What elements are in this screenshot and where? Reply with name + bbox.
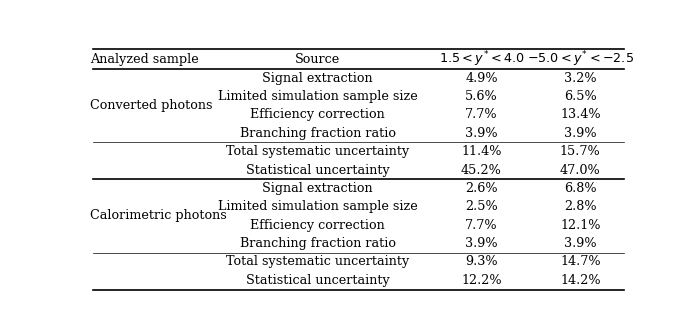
Text: Branching fraction ratio: Branching fraction ratio xyxy=(240,127,396,140)
Text: 13.4%: 13.4% xyxy=(560,109,600,121)
Text: 9.3%: 9.3% xyxy=(465,255,498,268)
Text: Analyzed sample: Analyzed sample xyxy=(90,53,199,66)
Text: Statistical uncertainty: Statistical uncertainty xyxy=(246,164,389,177)
Text: 7.7%: 7.7% xyxy=(465,109,498,121)
Text: Source: Source xyxy=(295,53,340,66)
Text: 45.2%: 45.2% xyxy=(461,164,502,177)
Text: 47.0%: 47.0% xyxy=(560,164,600,177)
Text: 15.7%: 15.7% xyxy=(560,145,600,158)
Text: 5.6%: 5.6% xyxy=(465,90,498,103)
Text: 3.9%: 3.9% xyxy=(465,127,498,140)
Text: 7.7%: 7.7% xyxy=(465,219,498,232)
Text: 3.9%: 3.9% xyxy=(564,237,597,250)
Text: 6.8%: 6.8% xyxy=(564,182,597,195)
Text: Limited simulation sample size: Limited simulation sample size xyxy=(217,200,417,213)
Text: 4.9%: 4.9% xyxy=(465,72,498,85)
Text: 14.2%: 14.2% xyxy=(560,274,600,287)
Text: 6.5%: 6.5% xyxy=(564,90,597,103)
Text: 2.5%: 2.5% xyxy=(465,200,498,213)
Text: $1.5 < y^{*} < 4.0$: $1.5 < y^{*} < 4.0$ xyxy=(438,49,524,69)
Text: Branching fraction ratio: Branching fraction ratio xyxy=(240,237,396,250)
Text: 12.1%: 12.1% xyxy=(560,219,600,232)
Text: 14.7%: 14.7% xyxy=(560,255,600,268)
Text: $-5.0 < y^{*} < -2.5$: $-5.0 < y^{*} < -2.5$ xyxy=(527,49,634,69)
Text: Statistical uncertainty: Statistical uncertainty xyxy=(246,274,389,287)
Text: 3.9%: 3.9% xyxy=(465,237,498,250)
Text: Total systematic uncertainty: Total systematic uncertainty xyxy=(226,255,409,268)
Text: Signal extraction: Signal extraction xyxy=(262,182,373,195)
Text: Efficiency correction: Efficiency correction xyxy=(250,219,385,232)
Text: Converted photons: Converted photons xyxy=(90,99,212,112)
Text: 2.6%: 2.6% xyxy=(465,182,498,195)
Text: Total systematic uncertainty: Total systematic uncertainty xyxy=(226,145,409,158)
Text: 2.8%: 2.8% xyxy=(564,200,597,213)
Text: Limited simulation sample size: Limited simulation sample size xyxy=(217,90,417,103)
Text: 11.4%: 11.4% xyxy=(461,145,502,158)
Text: Efficiency correction: Efficiency correction xyxy=(250,109,385,121)
Text: 12.2%: 12.2% xyxy=(461,274,502,287)
Text: Signal extraction: Signal extraction xyxy=(262,72,373,85)
Text: 3.2%: 3.2% xyxy=(564,72,597,85)
Text: 3.9%: 3.9% xyxy=(564,127,597,140)
Text: Calorimetric photons: Calorimetric photons xyxy=(90,210,227,222)
